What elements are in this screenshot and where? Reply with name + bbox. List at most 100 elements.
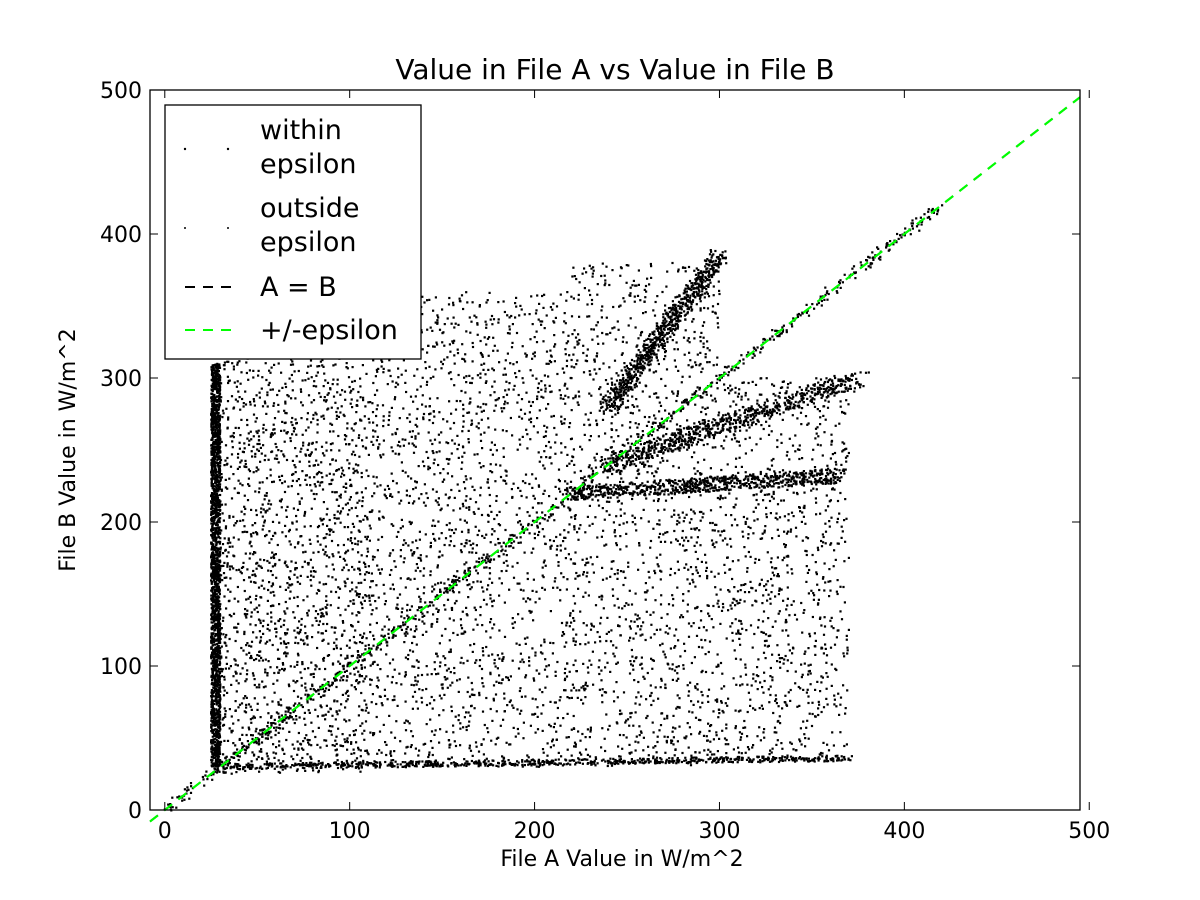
scatter-point xyxy=(469,477,472,480)
scatter-point xyxy=(214,496,217,499)
scatter-point xyxy=(329,463,332,466)
scatter-point xyxy=(310,421,313,424)
scatter-point xyxy=(215,486,218,489)
scatter-point xyxy=(412,635,415,638)
scatter-point xyxy=(213,572,216,575)
scatter-point xyxy=(380,702,383,705)
scatter-point xyxy=(213,650,216,653)
scatter-point xyxy=(332,530,335,533)
scatter-point xyxy=(486,478,490,481)
scatter-point xyxy=(469,497,472,500)
scatter-point xyxy=(521,617,524,620)
scatter-point xyxy=(364,565,367,568)
scatter-point xyxy=(247,378,250,381)
scatter-point xyxy=(390,681,393,684)
scatter-point xyxy=(214,601,217,604)
scatter-point xyxy=(382,425,385,428)
scatter-point xyxy=(283,667,286,671)
scatter-point xyxy=(297,369,300,373)
scatter-point xyxy=(303,737,306,740)
scatter-point xyxy=(214,649,217,652)
scatter-point xyxy=(453,442,456,445)
scatter-point xyxy=(211,495,214,498)
scatter-point xyxy=(220,645,223,648)
scatter-point xyxy=(453,666,456,670)
scatter-point xyxy=(262,524,265,527)
scatter-point xyxy=(215,680,218,683)
scatter-point xyxy=(360,664,363,667)
scatter-point xyxy=(328,483,331,486)
scatter-point xyxy=(250,721,253,724)
scatter-point xyxy=(537,382,540,385)
scatter-point xyxy=(334,590,338,594)
scatter-point xyxy=(289,590,292,593)
scatter-point xyxy=(439,728,442,731)
scatter-point xyxy=(211,689,214,692)
scatter-point xyxy=(212,497,215,500)
scatter-point xyxy=(428,298,431,301)
scatter-point xyxy=(219,517,222,520)
scatter-point xyxy=(215,434,218,437)
scatter-point xyxy=(293,747,296,750)
scatter-point xyxy=(531,401,534,404)
scatter-point xyxy=(309,364,312,367)
scatter-point xyxy=(248,557,251,560)
scatter-point xyxy=(558,487,561,490)
scatter-point xyxy=(366,516,369,519)
scatter-point xyxy=(246,530,249,534)
scatter-point xyxy=(274,562,277,566)
scatter-point xyxy=(499,475,503,479)
scatter-point xyxy=(229,577,232,580)
scatter-point xyxy=(340,744,343,747)
scatter-point xyxy=(215,487,219,490)
scatter-point xyxy=(372,359,375,362)
scatter-point xyxy=(306,595,309,598)
scatter-point xyxy=(219,704,222,707)
scatter-point xyxy=(218,394,221,397)
scatter-point xyxy=(273,553,276,556)
scatter-point xyxy=(252,569,255,573)
scatter-point xyxy=(247,746,250,749)
scatter-point xyxy=(401,525,404,528)
scatter-point xyxy=(310,489,313,492)
scatter-point xyxy=(355,757,359,760)
scatter-point xyxy=(345,759,348,762)
scatter-point xyxy=(566,291,569,294)
scatter-point xyxy=(306,575,309,578)
scatter-point xyxy=(214,440,218,443)
scatter-point xyxy=(570,689,573,692)
scatter-point xyxy=(210,594,213,597)
scatter-point xyxy=(335,742,338,746)
scatter-point xyxy=(251,573,254,577)
scatter-point xyxy=(218,526,221,529)
scatter-point xyxy=(337,415,340,418)
scatter-point xyxy=(495,710,498,713)
scatter-point xyxy=(351,765,354,768)
scatter-point xyxy=(224,584,227,587)
scatter-point xyxy=(443,478,446,481)
scatter-point xyxy=(345,486,348,489)
scatter-point xyxy=(321,639,324,642)
scatter-point xyxy=(324,379,327,382)
scatter-point xyxy=(224,713,227,716)
scatter-point xyxy=(461,461,464,464)
scatter-point xyxy=(210,553,213,556)
scatter-point xyxy=(332,555,335,558)
scatter-point xyxy=(392,524,395,527)
scatter-point xyxy=(529,369,532,372)
scatter-point xyxy=(529,438,532,441)
scatter-point xyxy=(253,683,256,687)
scatter-point xyxy=(259,621,262,625)
scatter-point xyxy=(311,683,314,686)
scatter-point xyxy=(331,576,334,579)
scatter-point xyxy=(228,545,231,548)
scatter-point xyxy=(349,478,352,481)
scatter-point xyxy=(319,695,323,699)
scatter-point xyxy=(218,455,221,458)
scatter-point xyxy=(268,581,271,584)
scatter-point xyxy=(505,430,508,433)
scatter-point xyxy=(275,631,278,634)
scatter-point xyxy=(306,614,309,617)
scatter-point xyxy=(216,395,219,398)
scatter-point xyxy=(258,604,261,607)
